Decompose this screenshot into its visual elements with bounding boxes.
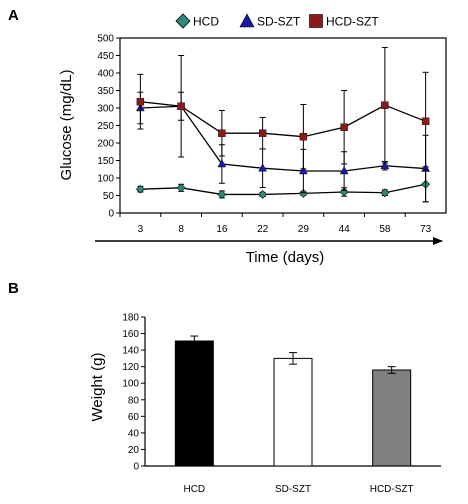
y-tick-label: 0: [108, 209, 114, 220]
panel-label-b: B: [8, 280, 19, 297]
data-point: [258, 129, 267, 137]
x-tick-label: SD-SZT: [275, 484, 311, 495]
panel-label-a: A: [8, 7, 19, 24]
bar-sd-szt: [273, 357, 313, 467]
legend-glucose: HCD SD-SZT HCD-SZT: [175, 13, 379, 29]
data-point: [380, 188, 390, 198]
y-tick-label: 60: [128, 412, 140, 423]
y-tick-label: 180: [122, 313, 139, 324]
x-tick-label: HCD: [183, 484, 205, 495]
legend-marker: [175, 13, 191, 29]
data-point: [380, 160, 390, 169]
data-point: [421, 117, 430, 126]
data-point: [258, 163, 267, 172]
bar-hcd: [174, 340, 214, 467]
series-hcd: [135, 166, 431, 203]
x-tick-label: 16: [216, 224, 228, 235]
glucose-x-axis-title: Time (days): [246, 249, 325, 266]
x-tick-label: 73: [420, 224, 432, 235]
y-tick-label: 250: [97, 121, 114, 132]
series-line: [140, 105, 426, 172]
legend-item: SD-SZT: [239, 13, 301, 29]
y-tick-label: 120: [122, 362, 139, 373]
data-point: [217, 159, 227, 168]
legend-label: HCD: [193, 15, 219, 29]
legend-marker: [309, 14, 323, 28]
y-tick-label: 100: [122, 379, 139, 390]
y-tick-label: 50: [103, 191, 115, 202]
legend-label: HCD-SZT: [326, 15, 379, 29]
y-tick-label: 140: [122, 346, 139, 357]
data-point: [298, 188, 308, 198]
y-tick-label: 20: [128, 445, 140, 456]
data-point: [381, 101, 389, 109]
x-tick-label: 3: [138, 224, 144, 235]
y-tick-label: 400: [97, 69, 114, 80]
data-point: [339, 166, 349, 175]
data-point: [218, 129, 226, 137]
data-point: [217, 190, 227, 199]
x-tick-label: 8: [178, 224, 184, 235]
plot-frame: [119, 37, 447, 214]
y-tick-label: 40: [128, 428, 140, 439]
y-tick-label: 150: [97, 156, 114, 167]
data-point: [258, 190, 268, 199]
y-tick-label: 500: [97, 34, 114, 45]
y-tick-label: 350: [97, 86, 114, 97]
x-tick-label: 44: [339, 224, 351, 235]
y-tick-label: 160: [122, 329, 139, 340]
glucose-line-chart: 0 50 100 150 200 250 300 350 400 450 500 3 8 16 22 29 44…: [97, 34, 447, 235]
data-point: [299, 132, 308, 141]
weight-bar-chart: 0 20 40 60 80 100 120 140 160 180 HCD SD-SZT HCD-SZT: [122, 313, 441, 495]
series-hcd-szt: [136, 46, 430, 171]
legend-item: HCD-SZT: [309, 14, 379, 29]
data-point: [340, 123, 348, 131]
weight-y-axis-title: Weight (g): [89, 353, 106, 422]
y-tick-label: 300: [97, 104, 114, 115]
x-tick-label: 22: [257, 224, 269, 235]
series-line: [140, 183, 426, 196]
y-tick-label: 450: [97, 51, 114, 62]
data-point: [176, 183, 186, 193]
y-tick-label: 0: [133, 462, 139, 473]
y-tick-label: 80: [128, 395, 140, 406]
x-tick-label: HCD-SZT: [370, 484, 414, 495]
data-point: [177, 102, 185, 110]
x-tick-label: 58: [379, 224, 391, 235]
data-point: [136, 97, 145, 106]
legend-marker: [239, 13, 255, 28]
x-tick-label: 29: [298, 224, 310, 235]
legend-item: HCD: [175, 13, 219, 29]
glucose-y-axis-title: Glucose (mg/dL): [58, 70, 75, 181]
y-tick-label: 100: [97, 174, 114, 185]
bar-hcd-szt: [372, 369, 412, 467]
data-point: [299, 166, 308, 175]
series-line: [140, 101, 426, 138]
data-point: [135, 184, 145, 194]
y-tick-label: 200: [97, 139, 114, 150]
legend-label: SD-SZT: [257, 15, 301, 29]
